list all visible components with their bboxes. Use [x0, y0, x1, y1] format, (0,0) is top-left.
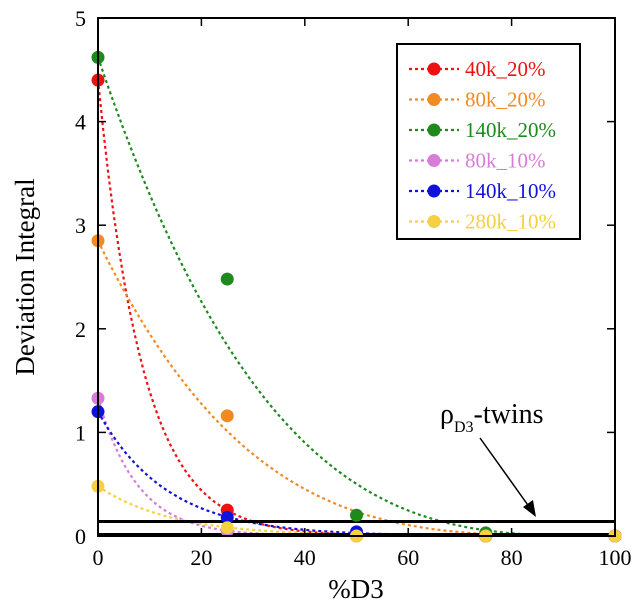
x-tick-label: 0 [93, 545, 104, 570]
y-axis-title: Deviation Integral [10, 178, 40, 375]
annotation-arrow [479, 437, 531, 509]
data-point [220, 510, 234, 524]
x-tick-label: 20 [190, 545, 212, 570]
legend-label: 40k_20% [465, 57, 546, 81]
legend-label: 80k_20% [465, 88, 546, 112]
data-point [220, 521, 234, 535]
data-point [350, 508, 363, 522]
legend-marker [427, 154, 441, 167]
legend-marker [427, 215, 441, 228]
x-tick-label: 80 [501, 545, 523, 570]
legend-label: 140k_20% [465, 118, 556, 142]
data-point [220, 409, 234, 423]
y-tick-label: 4 [75, 110, 86, 135]
legend-frame [396, 43, 581, 240]
x-axis: 0 20 40 60 80 100 [93, 18, 632, 570]
legend-marker [427, 123, 441, 137]
x-axis-title: %D3 [328, 574, 384, 604]
legend-marker [427, 62, 441, 76]
plot-frame [97, 17, 616, 537]
legend-marker [427, 184, 441, 198]
x-tick-label: 40 [294, 545, 316, 570]
x-tick-label: 100 [599, 545, 632, 570]
legend-label: 140k_10% [465, 179, 556, 203]
y-tick-label: 3 [75, 213, 86, 238]
legend-marker [427, 93, 441, 106]
y-tick-label: 1 [75, 420, 86, 445]
x-tick-label: 60 [397, 545, 419, 570]
fit-curve [98, 240, 615, 536]
annotation-arrowhead [523, 500, 536, 517]
fit-curve [98, 57, 615, 536]
data-point [220, 272, 234, 286]
legend-label: 80k_10% [465, 149, 546, 173]
legend: 40k_20% 80k_20% 140k_20% 80k_10% 140k_10% 280… [396, 43, 581, 240]
y-tick-label: 0 [75, 524, 86, 549]
data-points [91, 50, 622, 543]
annotation: ρD3-twins [440, 399, 544, 517]
y-axis: 0 1 2 3 4 5 [75, 6, 615, 549]
y-tick-label: 5 [75, 6, 86, 31]
y-tick-label: 2 [75, 317, 86, 342]
annotation-label: ρD3-twins [440, 399, 544, 436]
legend-label: 280k_10% [465, 210, 556, 234]
